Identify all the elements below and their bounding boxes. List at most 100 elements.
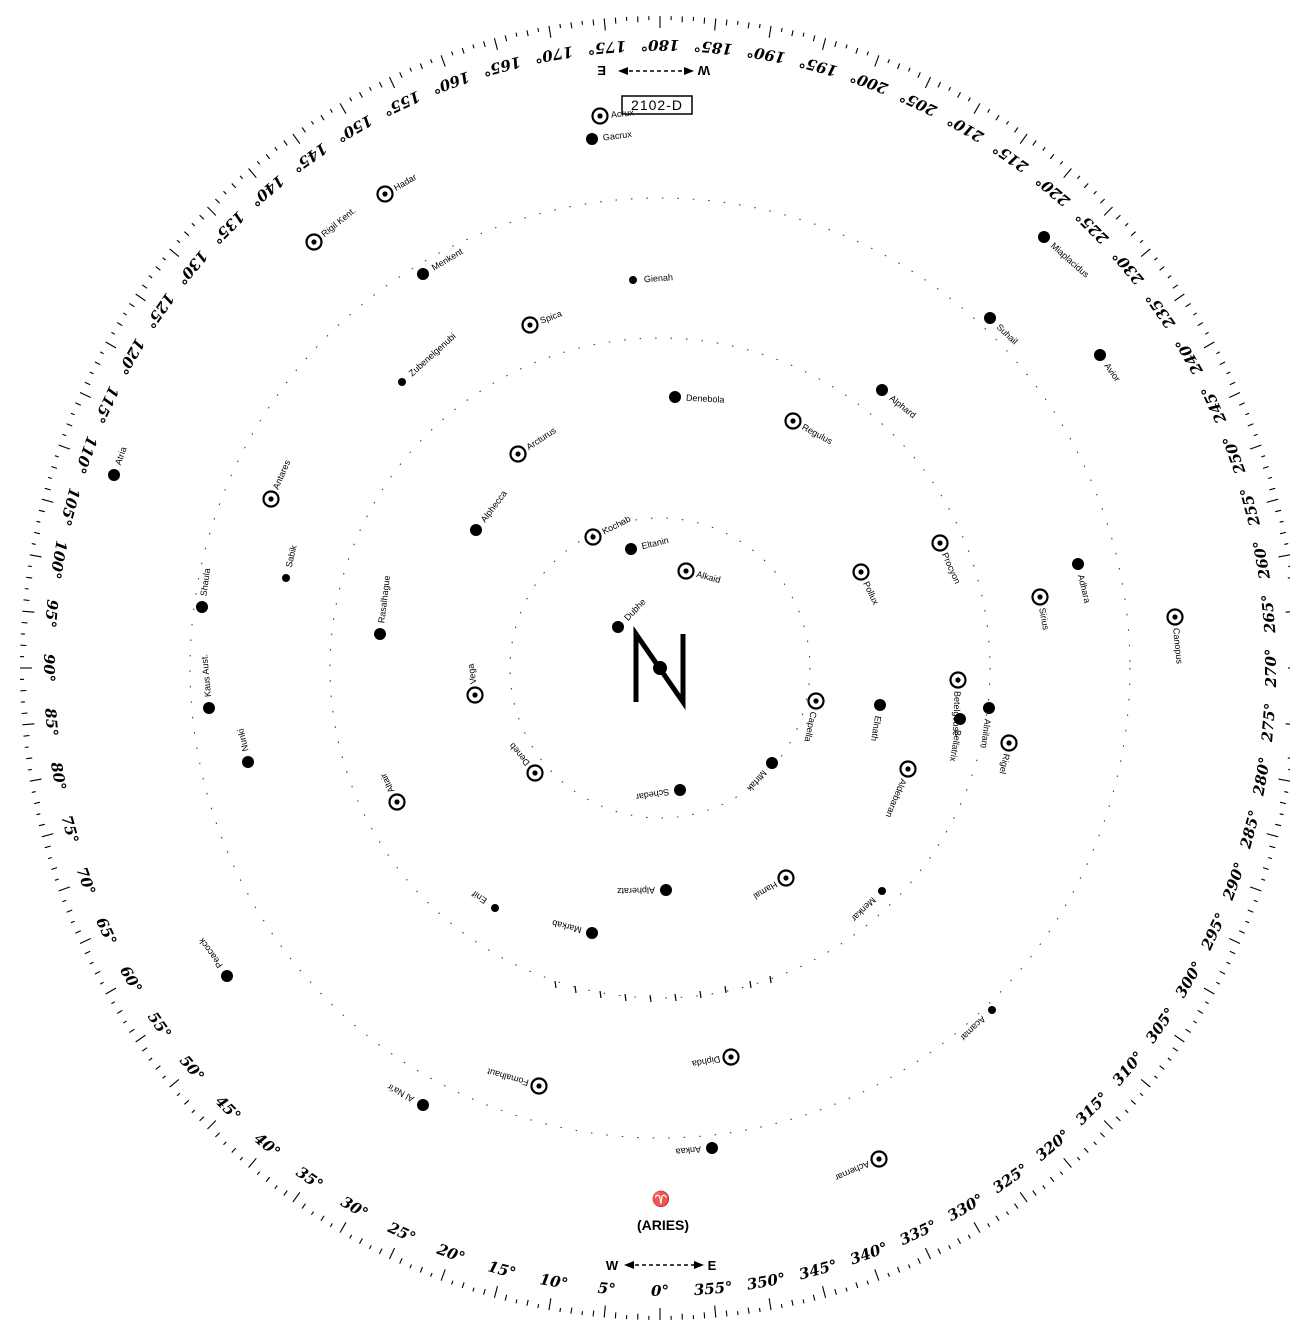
scale-tick (1014, 1203, 1019, 1209)
scale-tick (1203, 987, 1215, 995)
scale-tick (359, 1238, 363, 1244)
degree-label: 50° (176, 1052, 208, 1085)
star-zubenelgenubi: Zubenelgenubi (398, 331, 458, 386)
scale-tick (339, 103, 347, 114)
scale-tick (1140, 248, 1151, 258)
star-gienah: Gienah (629, 272, 673, 284)
star-pollux: Pollux (852, 563, 881, 607)
scale-tick (1226, 371, 1231, 375)
scale-tick (1159, 1065, 1165, 1070)
star-dot-marker (954, 713, 966, 725)
scale-tick (1093, 1141, 1097, 1146)
star-suhail: Suhail (984, 312, 1020, 346)
star-kochab: Kochab (584, 514, 632, 546)
star-label: Alnilam (979, 718, 992, 749)
scale-tick (1253, 899, 1258, 903)
scale-tick (339, 1222, 347, 1233)
ring-inner (509, 517, 811, 819)
star-label: Alkaid (695, 569, 721, 585)
scale-tick (1284, 543, 1289, 545)
scale-tick (845, 44, 848, 49)
scale-tick (292, 1191, 301, 1203)
star-dot-marker (612, 621, 624, 633)
degree-label: 285° (1236, 808, 1264, 851)
scale-tick (36, 813, 41, 816)
star-ring-center (1172, 614, 1178, 620)
scale-tick (1229, 381, 1236, 386)
scale-tick (1247, 423, 1254, 427)
star-ring-center (472, 692, 478, 698)
scale-tick (94, 361, 101, 366)
star-shaula: Shaula (196, 568, 212, 613)
scale-tick (1124, 1109, 1129, 1114)
scale-tick (1238, 402, 1245, 406)
star-dot-marker (988, 1006, 996, 1014)
star-label: Alphard (887, 393, 917, 420)
star-label: Kaus Aust. (199, 654, 213, 698)
star-ankaa: Ankaa (675, 1142, 718, 1157)
star-ring-marker (777, 869, 795, 887)
star-ring-marker (262, 490, 280, 508)
star-ring-marker (807, 692, 825, 710)
scale-tick (1174, 293, 1185, 302)
scale-tick (430, 1272, 433, 1277)
aries-marker: ♈ (ARIES) (637, 1190, 689, 1233)
scale-tick (874, 1269, 880, 1281)
scale-tick (924, 76, 931, 89)
star-rigil-kent: Rigil Kent. (305, 205, 358, 251)
degree-label: 295° (1197, 910, 1230, 954)
scale-tick (957, 1238, 961, 1244)
scale-tick (231, 183, 237, 189)
scale-tick (948, 86, 952, 91)
scale-tick (176, 239, 181, 244)
degree-label: 100° (46, 539, 70, 580)
scale-tick (99, 351, 104, 355)
degree-label: 260° (1249, 539, 1274, 581)
star-dot-marker (491, 904, 499, 912)
scale-tick (559, 1307, 562, 1313)
star-ring-center (858, 569, 864, 575)
star-alnilam: Alnilam (979, 702, 995, 749)
star-elnath: Elnath (869, 699, 886, 742)
star-label: Al Na'ir (386, 1082, 416, 1104)
star-alphecca: Alphecca (470, 489, 509, 536)
degree-label: 300° (1172, 958, 1207, 1001)
scale-tick (472, 1287, 475, 1292)
degree-label: 75° (58, 813, 83, 845)
degree-label: 355° (693, 1278, 733, 1299)
polaris-center-dot (653, 661, 667, 675)
star-ring-center (532, 770, 538, 776)
scale-tick (758, 1307, 761, 1313)
scale-tick (603, 18, 606, 31)
scale-tick (780, 27, 783, 32)
inner-arc-tick (749, 980, 752, 989)
scale-tick (917, 1257, 921, 1264)
scale-tick (141, 284, 148, 289)
scale-tick (389, 76, 396, 89)
degree-label: 15° (486, 1257, 518, 1282)
star-antares: Antares (262, 458, 293, 508)
star-menkar: Menkar (849, 887, 886, 923)
top-direction-left: E (597, 63, 606, 78)
scale-tick (1285, 723, 1290, 725)
degree-label: 70° (73, 865, 100, 898)
scale-tick (199, 1116, 205, 1122)
degree-label: 45° (212, 1092, 245, 1125)
star-ring-center (527, 322, 533, 328)
star-label: Altair (378, 772, 396, 795)
star-dot-marker (221, 970, 233, 982)
star-ring-marker (388, 793, 406, 811)
star-label: Fomalhaut (486, 1066, 530, 1088)
scale-tick (207, 206, 217, 216)
star-eltanin: Eltanin (625, 535, 670, 555)
star-ring-center (813, 698, 819, 704)
scale-tick (162, 257, 167, 261)
star-adhara: Adhara (1072, 558, 1093, 604)
scale-tick (1228, 938, 1241, 944)
degree-label: 220° (1032, 171, 1074, 210)
scale-tick (409, 67, 413, 72)
scale-tick (780, 1304, 783, 1309)
scale-tick (440, 55, 446, 67)
scale-tick (1167, 275, 1172, 279)
scale-tick (47, 476, 52, 480)
